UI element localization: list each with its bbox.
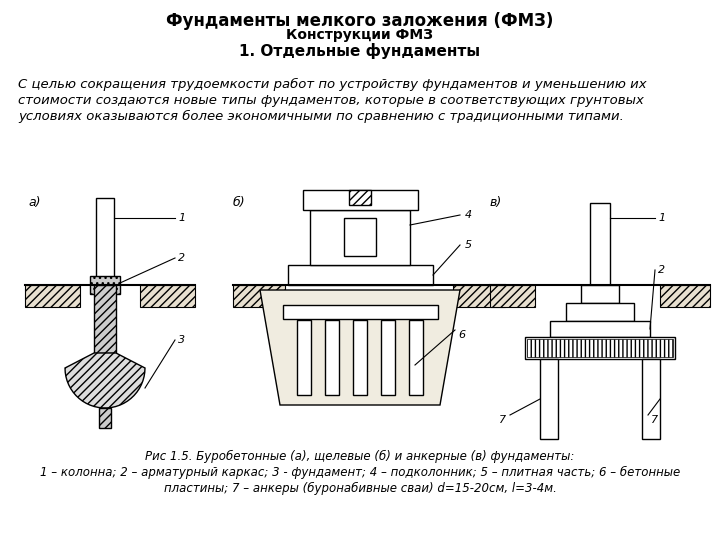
Bar xyxy=(409,320,423,395)
Text: 6: 6 xyxy=(459,330,466,340)
Text: Конструкции ФМЗ: Конструкции ФМЗ xyxy=(287,28,433,42)
Text: а): а) xyxy=(28,196,40,209)
Bar xyxy=(140,285,195,307)
Text: 5: 5 xyxy=(464,240,472,250)
Bar xyxy=(550,321,650,337)
Bar xyxy=(283,305,438,319)
Bar xyxy=(90,276,120,294)
Bar xyxy=(581,285,619,303)
Polygon shape xyxy=(65,353,145,408)
Text: условиях оказываются более экономичными по сравнению с традиционными типами.: условиях оказываются более экономичными … xyxy=(18,110,624,123)
Text: 3: 3 xyxy=(179,335,186,345)
Bar xyxy=(590,203,610,285)
Text: 2: 2 xyxy=(179,253,186,263)
Text: Фундаменты мелкого заложения (ФМЗ): Фундаменты мелкого заложения (ФМЗ) xyxy=(166,12,554,30)
Text: Рис 1.5. Буробетонные (а), щелевые (б) и анкерные (в) фундаменты:: Рис 1.5. Буробетонные (а), щелевые (б) и… xyxy=(145,450,575,463)
Bar xyxy=(288,265,433,285)
Bar xyxy=(525,337,675,359)
Bar xyxy=(233,285,285,307)
Text: в): в) xyxy=(490,196,503,209)
Bar xyxy=(566,303,634,321)
Bar xyxy=(490,285,535,307)
Text: б): б) xyxy=(233,196,246,209)
Text: 7: 7 xyxy=(652,415,659,425)
Text: 1. Отдельные фундаменты: 1. Отдельные фундаменты xyxy=(240,43,480,59)
Bar xyxy=(94,285,116,353)
Text: пластины; 7 – анкеры (буронабивные сваи) d=15-20см, l=3-4м.: пластины; 7 – анкеры (буронабивные сваи)… xyxy=(163,482,557,495)
Bar xyxy=(344,218,376,256)
Bar xyxy=(353,320,367,395)
Bar xyxy=(303,190,418,210)
Bar xyxy=(349,190,371,205)
Text: 7: 7 xyxy=(500,415,507,425)
Text: 1: 1 xyxy=(179,213,186,223)
Text: 1: 1 xyxy=(658,213,665,223)
Bar xyxy=(25,285,80,307)
Bar xyxy=(297,320,311,395)
Text: стоимости создаются новые типы фундаментов, которые в соответствующих грунтовых: стоимости создаются новые типы фундамент… xyxy=(18,94,644,107)
Polygon shape xyxy=(260,290,460,405)
Bar xyxy=(310,210,410,265)
Bar xyxy=(325,320,339,395)
Bar xyxy=(527,339,673,357)
Text: 1 – колонна; 2 – арматурный каркас; 3 - фундамент; 4 – подколонник; 5 – плитная : 1 – колонна; 2 – арматурный каркас; 3 - … xyxy=(40,466,680,479)
Bar xyxy=(96,198,114,285)
Bar xyxy=(381,320,395,395)
Bar xyxy=(660,285,710,307)
Bar xyxy=(540,359,558,439)
Text: 4: 4 xyxy=(464,210,472,220)
Text: 2: 2 xyxy=(658,265,665,275)
Text: С целью сокращения трудоемкости работ по устройству фундаментов и уменьшению их: С целью сокращения трудоемкости работ по… xyxy=(18,78,647,91)
Bar xyxy=(349,190,371,205)
Bar xyxy=(642,359,660,439)
Bar xyxy=(453,285,505,307)
Bar xyxy=(99,408,111,428)
